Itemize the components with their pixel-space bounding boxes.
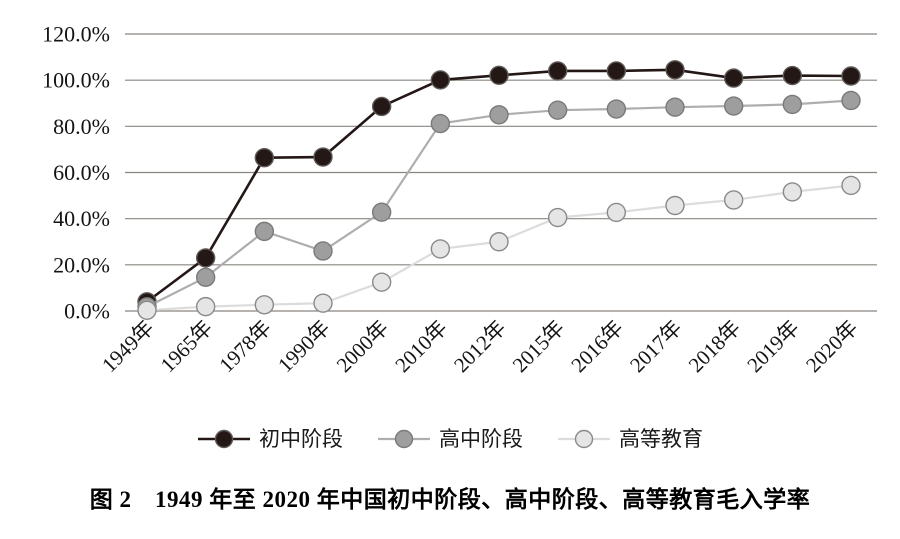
data-point-高中阶段 — [195, 267, 216, 287]
data-point-高中阶段 — [371, 202, 392, 222]
data-point-高中阶段 — [430, 113, 451, 134]
legend-item-junior-secondary: 初中阶段 — [197, 426, 343, 451]
data-point-高等教育 — [723, 190, 744, 210]
series-line-初中阶段 — [146, 68, 852, 303]
data-point-初中阶段 — [782, 65, 803, 86]
y-axis-tick-label: 0.0% — [64, 299, 110, 324]
data-point-高中阶段 — [547, 100, 568, 120]
data-point-高等教育 — [371, 272, 392, 292]
x-axis-tick-label: 2010年 — [390, 316, 452, 378]
data-point-初中阶段 — [489, 65, 509, 86]
data-point-高中阶段 — [313, 241, 333, 261]
data-point-初中阶段 — [665, 60, 685, 80]
data-point-高中阶段 — [254, 221, 275, 242]
data-point-高等教育 — [313, 293, 333, 313]
legend-label-junior-secondary: 初中阶段 — [259, 426, 343, 451]
legend-item-senior-secondary: 高中阶段 — [377, 426, 523, 451]
data-point-高等教育 — [489, 232, 509, 252]
data-point-高等教育 — [841, 175, 861, 196]
line-chart-plot-area: 0.0% 20.0% 40.0% 60.0% 80.0% 100.0% 120.0% 1949… — [42, 22, 877, 378]
x-axis-tick-label: 2012年 — [449, 316, 511, 378]
data-point-初中阶段 — [254, 148, 275, 168]
y-axis-tick-label: 40.0% — [53, 206, 110, 231]
data-point-初中阶段 — [841, 66, 861, 86]
chart-legend: 初中阶段 高中阶段 高等教育 — [0, 422, 900, 456]
data-point-高等教育 — [254, 295, 275, 315]
data-point-初中阶段 — [371, 96, 392, 117]
y-axis-tick-label: 80.0% — [53, 114, 110, 139]
data-point-高中阶段 — [489, 105, 509, 125]
x-axis-tick-label: 2015年 — [508, 316, 570, 378]
data-point-高等教育 — [547, 207, 568, 228]
x-axis-tick-label: 1949年 — [97, 316, 159, 378]
x-axis-tick-label: 2018年 — [684, 316, 746, 378]
data-point-高等教育 — [782, 182, 803, 202]
y-axis-tick-label: 100.0% — [42, 68, 110, 93]
data-point-初中阶段 — [430, 70, 451, 90]
data-point-初中阶段 — [547, 61, 568, 81]
legend-item-higher-education: 高等教育 — [557, 426, 703, 451]
x-axis-tick-label: 1978年 — [214, 316, 276, 378]
data-point-高等教育 — [606, 202, 627, 223]
legend-label-higher-education: 高等教育 — [619, 426, 703, 451]
y-axis-tick-label: 120.0% — [42, 22, 110, 47]
x-axis-tick-label: 2016年 — [566, 316, 628, 378]
y-axis-tick-label: 20.0% — [53, 252, 110, 277]
legend-marker-junior-secondary — [198, 429, 250, 449]
y-axis-tick-label: 60.0% — [53, 160, 110, 185]
legend-label-senior-secondary: 高中阶段 — [439, 426, 523, 451]
x-axis-tick-label: 2019年 — [742, 316, 804, 378]
data-point-高等教育 — [665, 195, 685, 216]
data-point-高中阶段 — [665, 97, 685, 117]
data-point-高等教育 — [195, 296, 216, 317]
data-point-高等教育 — [430, 239, 451, 259]
legend-marker-higher-education — [558, 429, 610, 449]
figure-caption: 图 2 1949 年至 2020 年中国初中阶段、高中阶段、高等教育毛入学率 — [89, 487, 811, 512]
data-point-高中阶段 — [841, 90, 861, 111]
data-point-初中阶段 — [313, 147, 333, 167]
data-point-高中阶段 — [782, 94, 803, 115]
x-axis-tick-label: 2017年 — [625, 316, 687, 378]
x-axis-tick-label: 2000年 — [332, 316, 394, 378]
x-axis-tick-label: 2020年 — [801, 316, 863, 378]
data-point-初中阶段 — [606, 61, 627, 81]
data-point-高等教育 — [137, 300, 157, 321]
series-line-高中阶段 — [146, 99, 852, 308]
x-axis-tick-label: 1965年 — [156, 316, 218, 378]
data-point-高中阶段 — [723, 96, 744, 116]
data-point-高中阶段 — [606, 99, 627, 119]
data-point-初中阶段 — [723, 68, 744, 88]
legend-marker-senior-secondary — [378, 429, 430, 449]
x-axis-tick-label: 1990年 — [273, 316, 335, 378]
data-point-初中阶段 — [195, 248, 216, 268]
